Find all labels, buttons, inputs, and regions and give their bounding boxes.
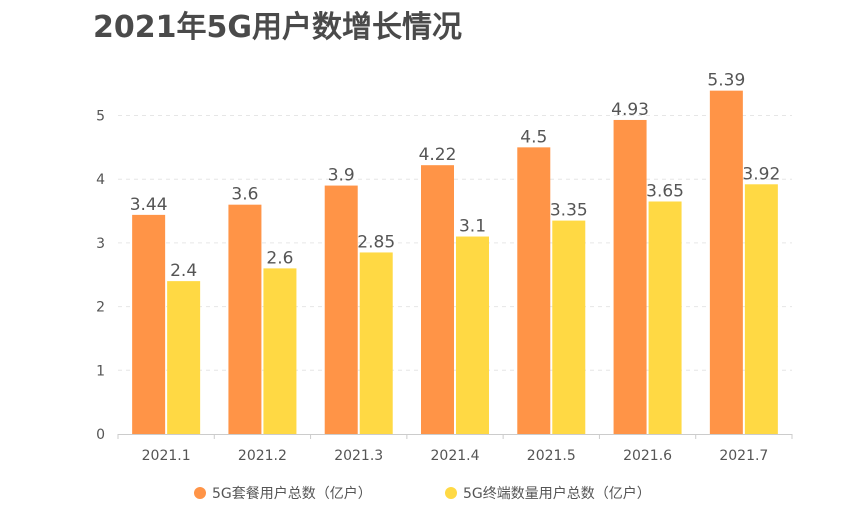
y-tick-label: 2 [96,300,105,316]
bar-5g-package-users [132,214,166,434]
data-label: 4.5 [520,127,547,147]
legend-marker [194,487,206,499]
bar-5g-package-users [709,90,743,435]
x-tick-label: 2021.7 [719,448,768,464]
legend: 5G套餐用户总数（亿户） 5G终端数量用户总数（亿户） [194,485,651,502]
chart-title: 2021年5G用户数增长情况 [93,10,462,45]
y-tick-label: 5 [96,109,105,125]
data-label: 3.65 [646,181,684,201]
bar-5g-package-users [324,185,358,434]
data-label: 2.4 [170,261,197,281]
bar-5g-terminal-users [263,268,297,434]
x-tick-label: 2021.4 [431,448,480,464]
data-label: 4.93 [611,100,649,120]
bar-5g-terminal-users [167,281,201,434]
x-tick-label: 2021.1 [142,448,191,464]
y-tick-label: 0 [96,427,105,443]
data-label: 3.44 [130,195,168,215]
y-tick-label: 4 [96,172,105,188]
bars: 3.44 2.4 3.6 2.6 3.9 2.85 4.22 3.1 4.5 3.35 4.93 3.… [130,71,780,435]
bar-5g-package-users [421,165,454,434]
data-label: 3.9 [328,166,355,186]
bar-5g-package-users [517,147,551,434]
legend-label: 5G终端数量用户总数（亿户） [463,485,651,502]
bar-5g-terminal-users [552,220,586,434]
bar-5g-terminal-users [359,252,393,434]
y-axis: 0 1 2 3 4 5 [96,109,105,444]
data-label: 4.22 [419,145,457,165]
data-label: 3.35 [550,201,588,221]
x-axis: 2021.1 2021.2 2021.3 2021.4 2021.5 2021.6 2021… [117,434,793,464]
x-tick-label: 2021.6 [623,448,672,464]
y-tick-label: 3 [96,236,105,252]
bar-5g-terminal-users [456,236,489,434]
legend-label: 5G套餐用户总数（亿户） [212,485,372,502]
x-tick-label: 2021.2 [238,448,287,464]
data-label: 5.39 [707,71,745,91]
data-label: 2.85 [357,232,395,252]
legend-marker [445,487,457,499]
data-label: 3.1 [459,217,486,237]
x-tick-label: 2021.3 [334,448,383,464]
bar-5g-terminal-users [648,201,682,434]
y-tick-label: 1 [96,363,105,379]
data-label: 2.6 [266,248,293,268]
bar-5g-terminal-users [744,184,778,434]
x-tick-label: 2021.5 [527,448,576,464]
data-label: 3.92 [742,164,780,184]
bar-5g-package-users [613,119,647,435]
data-label: 3.6 [231,185,258,205]
bar-5g-package-users [228,204,262,434]
